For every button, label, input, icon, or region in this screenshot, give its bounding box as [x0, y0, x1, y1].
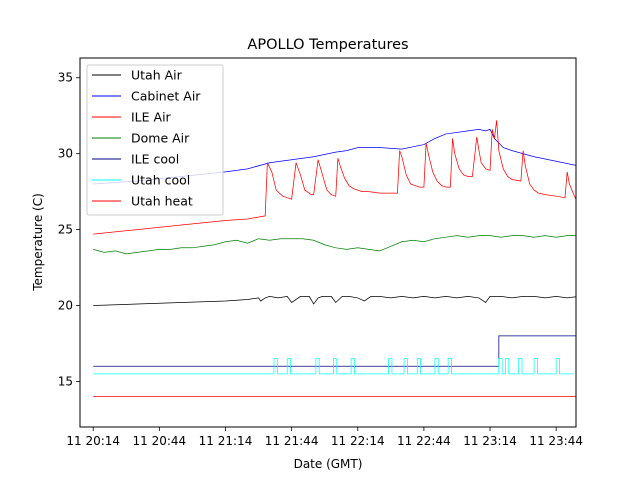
- legend: Utah Air Cabinet Air ILE Air Dome Air ILE co…: [86, 64, 224, 216]
- y-tick-label: 25: [58, 223, 73, 237]
- series-line-dome-air: [93, 235, 576, 255]
- y-tick-label: 35: [58, 71, 73, 85]
- series-line-cabinet-air: [93, 128, 576, 185]
- series-line-ile-air: [93, 120, 576, 235]
- legend-box: [86, 64, 224, 216]
- y-tick-label: 30: [58, 147, 73, 161]
- x-tick-label: 11 23:14: [463, 434, 517, 448]
- legend-label-cabinet-air: Cabinet Air: [131, 89, 201, 104]
- x-tick-label: 11 21:14: [199, 434, 253, 448]
- x-tick-label: 11 21:44: [265, 434, 319, 448]
- plot-frame: [79, 57, 577, 428]
- legend-label-utah-cool: Utah cool: [131, 173, 190, 188]
- y-axis-label: Temperature (C): [31, 193, 45, 292]
- x-tick-label: 11 22:14: [331, 434, 385, 448]
- x-axis-label: Date (GMT): [294, 457, 363, 471]
- x-tick-label: 11 20:14: [66, 434, 120, 448]
- y-tick-label: 20: [58, 299, 73, 313]
- y-tick-label: 15: [58, 374, 73, 388]
- legend-label-utah-air: Utah Air: [131, 68, 183, 83]
- legend-label-dome-air: Dome Air: [131, 131, 190, 146]
- series-line-ile-cool: [93, 335, 576, 367]
- legend-label-utah-heat: Utah heat: [131, 194, 193, 209]
- x-tick-label: 11 23:44: [529, 434, 583, 448]
- series-line-utah-air: [93, 296, 576, 306]
- series-line-utah-cool: [93, 358, 574, 375]
- legend-label-ile-air: ILE Air: [131, 110, 172, 125]
- chart-title: APOLLO Temperatures: [247, 37, 408, 53]
- x-tick-label: 11 20:44: [133, 434, 187, 448]
- legend-label-ile-cool: ILE cool: [131, 152, 179, 167]
- x-tick-label: 11 22:44: [397, 434, 451, 448]
